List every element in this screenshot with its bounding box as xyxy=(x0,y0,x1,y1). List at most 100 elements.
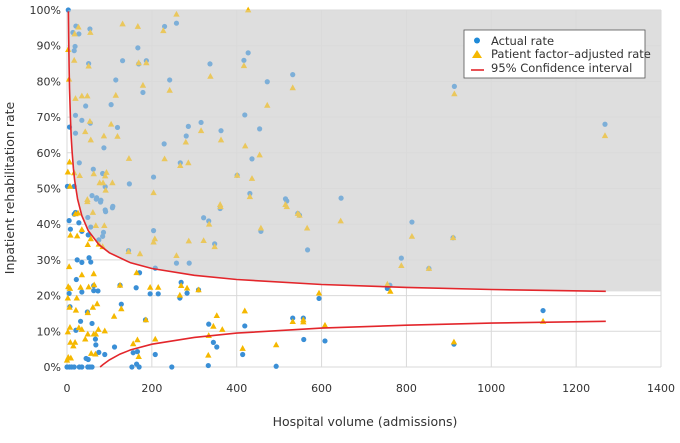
adjusted-rate-point xyxy=(337,217,344,224)
actual-rate-point xyxy=(242,112,248,118)
adjusted-rate-point xyxy=(289,318,296,325)
shaded-region-above-ci xyxy=(68,10,661,292)
adjusted-rate-point xyxy=(449,234,457,241)
actual-rate-point xyxy=(85,356,91,363)
adjusted-rate-point xyxy=(66,285,74,291)
adjusted-rate-point xyxy=(119,20,126,27)
adjusted-rate-point xyxy=(63,356,71,363)
adjusted-rate-point xyxy=(173,252,180,259)
x-tick-label: 400 xyxy=(226,382,247,395)
actual-rate-point xyxy=(398,255,404,261)
adjusted-rate-point xyxy=(425,265,433,271)
adjusted-rate-point xyxy=(67,338,74,345)
adjusted-rate-point xyxy=(78,271,86,278)
actual-rate-point xyxy=(87,26,93,32)
adjusted-rate-point xyxy=(207,73,214,79)
adjusted-rate-point xyxy=(99,243,106,250)
y-tick-label: 30% xyxy=(37,254,61,267)
adjusted-rate-point xyxy=(150,238,157,245)
actual-rate-point xyxy=(134,349,141,355)
actual-rate-point xyxy=(102,351,108,358)
actual-rate-point xyxy=(290,315,296,321)
actual-rate-point xyxy=(301,336,307,343)
adjusted-rate-point xyxy=(160,27,167,34)
actual-rate-point xyxy=(76,160,82,166)
actual-rate-point xyxy=(92,336,99,342)
actual-rate-point xyxy=(79,117,85,123)
actual-rate-point xyxy=(316,295,322,302)
actual-rate-point xyxy=(245,50,251,56)
adjusted-rate-point xyxy=(66,303,73,310)
x-tick-label: 1200 xyxy=(562,382,590,395)
adjusted-rate-point xyxy=(118,305,125,312)
adjusted-rate-point xyxy=(72,306,80,313)
adjusted-rate-point xyxy=(152,335,159,342)
shaded-region xyxy=(68,10,661,292)
y-tick-label: 50% xyxy=(37,183,61,196)
adjusted-rate-point xyxy=(177,162,184,169)
actual-rate-point xyxy=(152,351,158,358)
adjusted-rate-point xyxy=(142,316,150,323)
adjusted-rate-point xyxy=(89,303,97,310)
actual-rate-point xyxy=(71,48,77,54)
actual-rate-point xyxy=(242,323,248,329)
actual-rate-point xyxy=(540,307,546,314)
adjusted-rate-point xyxy=(125,248,132,255)
actual-rate-point xyxy=(257,126,263,132)
actual-rate-point xyxy=(110,203,116,209)
legend-adjusted-label: Patient factor–adjusted rate xyxy=(491,47,651,61)
adjusted-rate-point xyxy=(240,62,248,69)
actual-rate-point xyxy=(89,320,95,327)
actual-rate-point xyxy=(65,7,71,13)
adjusted-rate-point xyxy=(195,286,202,293)
adjusted-rate-point xyxy=(116,281,124,288)
adjusted-rate-point xyxy=(71,56,78,63)
actual-rate-point xyxy=(135,45,141,51)
actual-rate-point xyxy=(101,145,107,151)
actual-rate-point xyxy=(100,233,106,239)
ci-upper-line xyxy=(67,11,606,293)
actual-rate-point xyxy=(119,58,126,64)
actual-rate-point xyxy=(282,196,289,202)
adjusted-rate-point xyxy=(246,193,254,200)
adjusted-rate-point xyxy=(219,326,226,332)
adjusted-rate-point xyxy=(205,351,212,358)
actual-rate-point xyxy=(241,57,247,63)
adjusted-rate-point xyxy=(86,117,94,124)
actual-rate-point xyxy=(72,130,79,136)
adjusted-rate-point xyxy=(233,171,241,178)
adjusted-rate-point xyxy=(87,235,94,242)
adjusted-rate-point xyxy=(146,283,154,290)
actual-rate-point xyxy=(89,364,95,370)
adjusted-rate-point xyxy=(134,336,141,343)
actual-rate-point xyxy=(118,301,124,307)
actual-rate-point xyxy=(94,195,100,201)
adjusted-rate-point xyxy=(217,136,225,143)
actual-rate-point xyxy=(155,291,161,297)
adjusted-rate-point xyxy=(99,179,107,186)
x-tick-label: 1400 xyxy=(647,382,675,395)
adjusted-rate-point xyxy=(67,354,75,361)
actual-rate-point xyxy=(150,228,157,234)
actual-rate-point xyxy=(201,215,207,221)
actual-rate-point xyxy=(76,220,82,226)
adjusted-rate-point xyxy=(257,224,265,231)
adjusted-rate-point xyxy=(289,84,296,91)
adjusted-rate-point xyxy=(282,201,289,207)
adjusted-rate-point xyxy=(66,182,74,189)
adjusted-rate-point xyxy=(90,170,97,177)
adjusted-rate-point xyxy=(272,341,280,348)
adjusted-rate-point xyxy=(101,172,109,179)
actual-rate-point xyxy=(79,259,85,265)
adjusted-rate-point xyxy=(183,284,191,291)
actual-rate-point xyxy=(150,174,157,180)
adjusted-rate-point xyxy=(200,237,207,244)
shaded-region-overlay xyxy=(68,10,661,292)
actual-rate-point xyxy=(79,364,85,370)
y-tick-label: 0% xyxy=(44,361,61,374)
y-tick-label: 10% xyxy=(37,325,61,338)
actual-rate-point xyxy=(66,290,72,297)
x-tick-label: 200 xyxy=(141,382,162,395)
adjusted-rate-point xyxy=(84,309,91,316)
adjusted-rate-point xyxy=(76,172,83,179)
